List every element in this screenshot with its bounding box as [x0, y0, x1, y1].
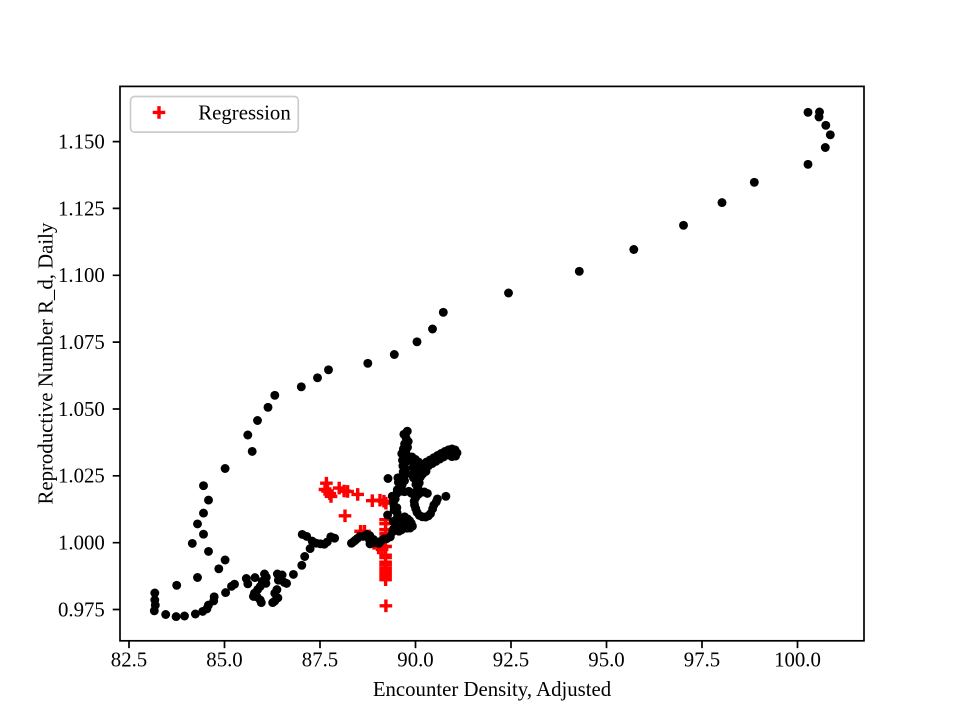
svg-text:100.0: 100.0: [774, 649, 821, 672]
svg-text:1.075: 1.075: [58, 331, 105, 354]
svg-text:1.050: 1.050: [58, 398, 105, 421]
svg-text:0.975: 0.975: [58, 598, 105, 621]
svg-text:1.125: 1.125: [58, 197, 105, 220]
svg-text:Regression: Regression: [198, 102, 291, 125]
svg-text:1.150: 1.150: [58, 131, 105, 154]
svg-text:97.5: 97.5: [684, 649, 720, 672]
svg-text:Encounter Density, Adjusted: Encounter Density, Adjusted: [373, 678, 612, 701]
svg-text:Reproductive Number R_d, Daily: Reproductive Number R_d, Daily: [34, 222, 57, 504]
svg-text:92.5: 92.5: [493, 649, 529, 672]
svg-text:1.025: 1.025: [58, 465, 105, 488]
svg-text:1.000: 1.000: [58, 532, 105, 555]
svg-text:1.100: 1.100: [58, 264, 105, 287]
svg-text:90.0: 90.0: [397, 649, 433, 672]
svg-text:87.5: 87.5: [302, 649, 338, 672]
svg-text:85.0: 85.0: [206, 649, 242, 672]
svg-text:82.5: 82.5: [111, 649, 147, 672]
svg-text:95.0: 95.0: [588, 649, 624, 672]
